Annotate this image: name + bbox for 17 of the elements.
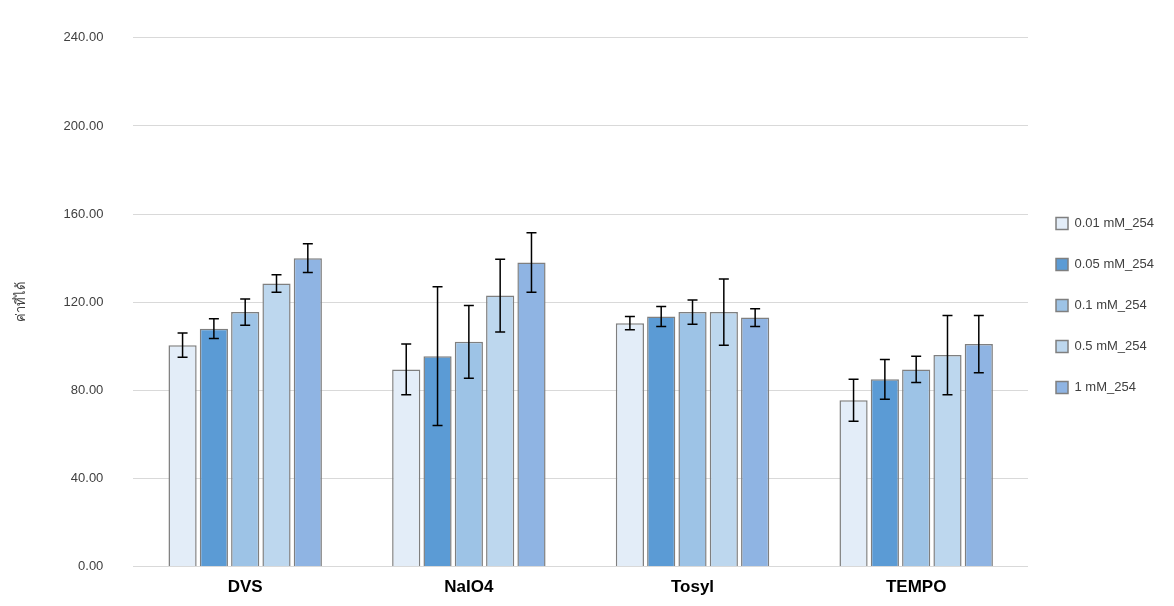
y-tick-label: 200.00 — [63, 117, 104, 133]
legend-label: 0.5 mM_254 — [1074, 338, 1147, 354]
legend-label: 1 mM_254 — [1074, 379, 1136, 395]
x-tick-label: DVS — [227, 577, 263, 597]
y-axis-title: ค่าที่ได้ — [12, 282, 29, 323]
y-tick-label: 40.00 — [70, 470, 104, 486]
x-tick-label: TEMPO — [885, 577, 947, 597]
y-tick-label: 80.00 — [70, 381, 104, 397]
y-tick-label: 240.00 — [63, 29, 104, 45]
legend-label: 0.1 mM_254 — [1074, 297, 1147, 313]
y-tick-label: 160.00 — [63, 205, 104, 221]
legend-label: 0.05 mM_254 — [1074, 256, 1155, 272]
legend-label: 0.01 mM_254 — [1074, 215, 1155, 231]
x-tick-label: NaIO4 — [444, 577, 494, 597]
y-tick-label: 0.00 — [78, 558, 104, 574]
x-tick-label: Tosyl — [670, 577, 715, 597]
y-tick-label: 120.00 — [63, 293, 104, 309]
